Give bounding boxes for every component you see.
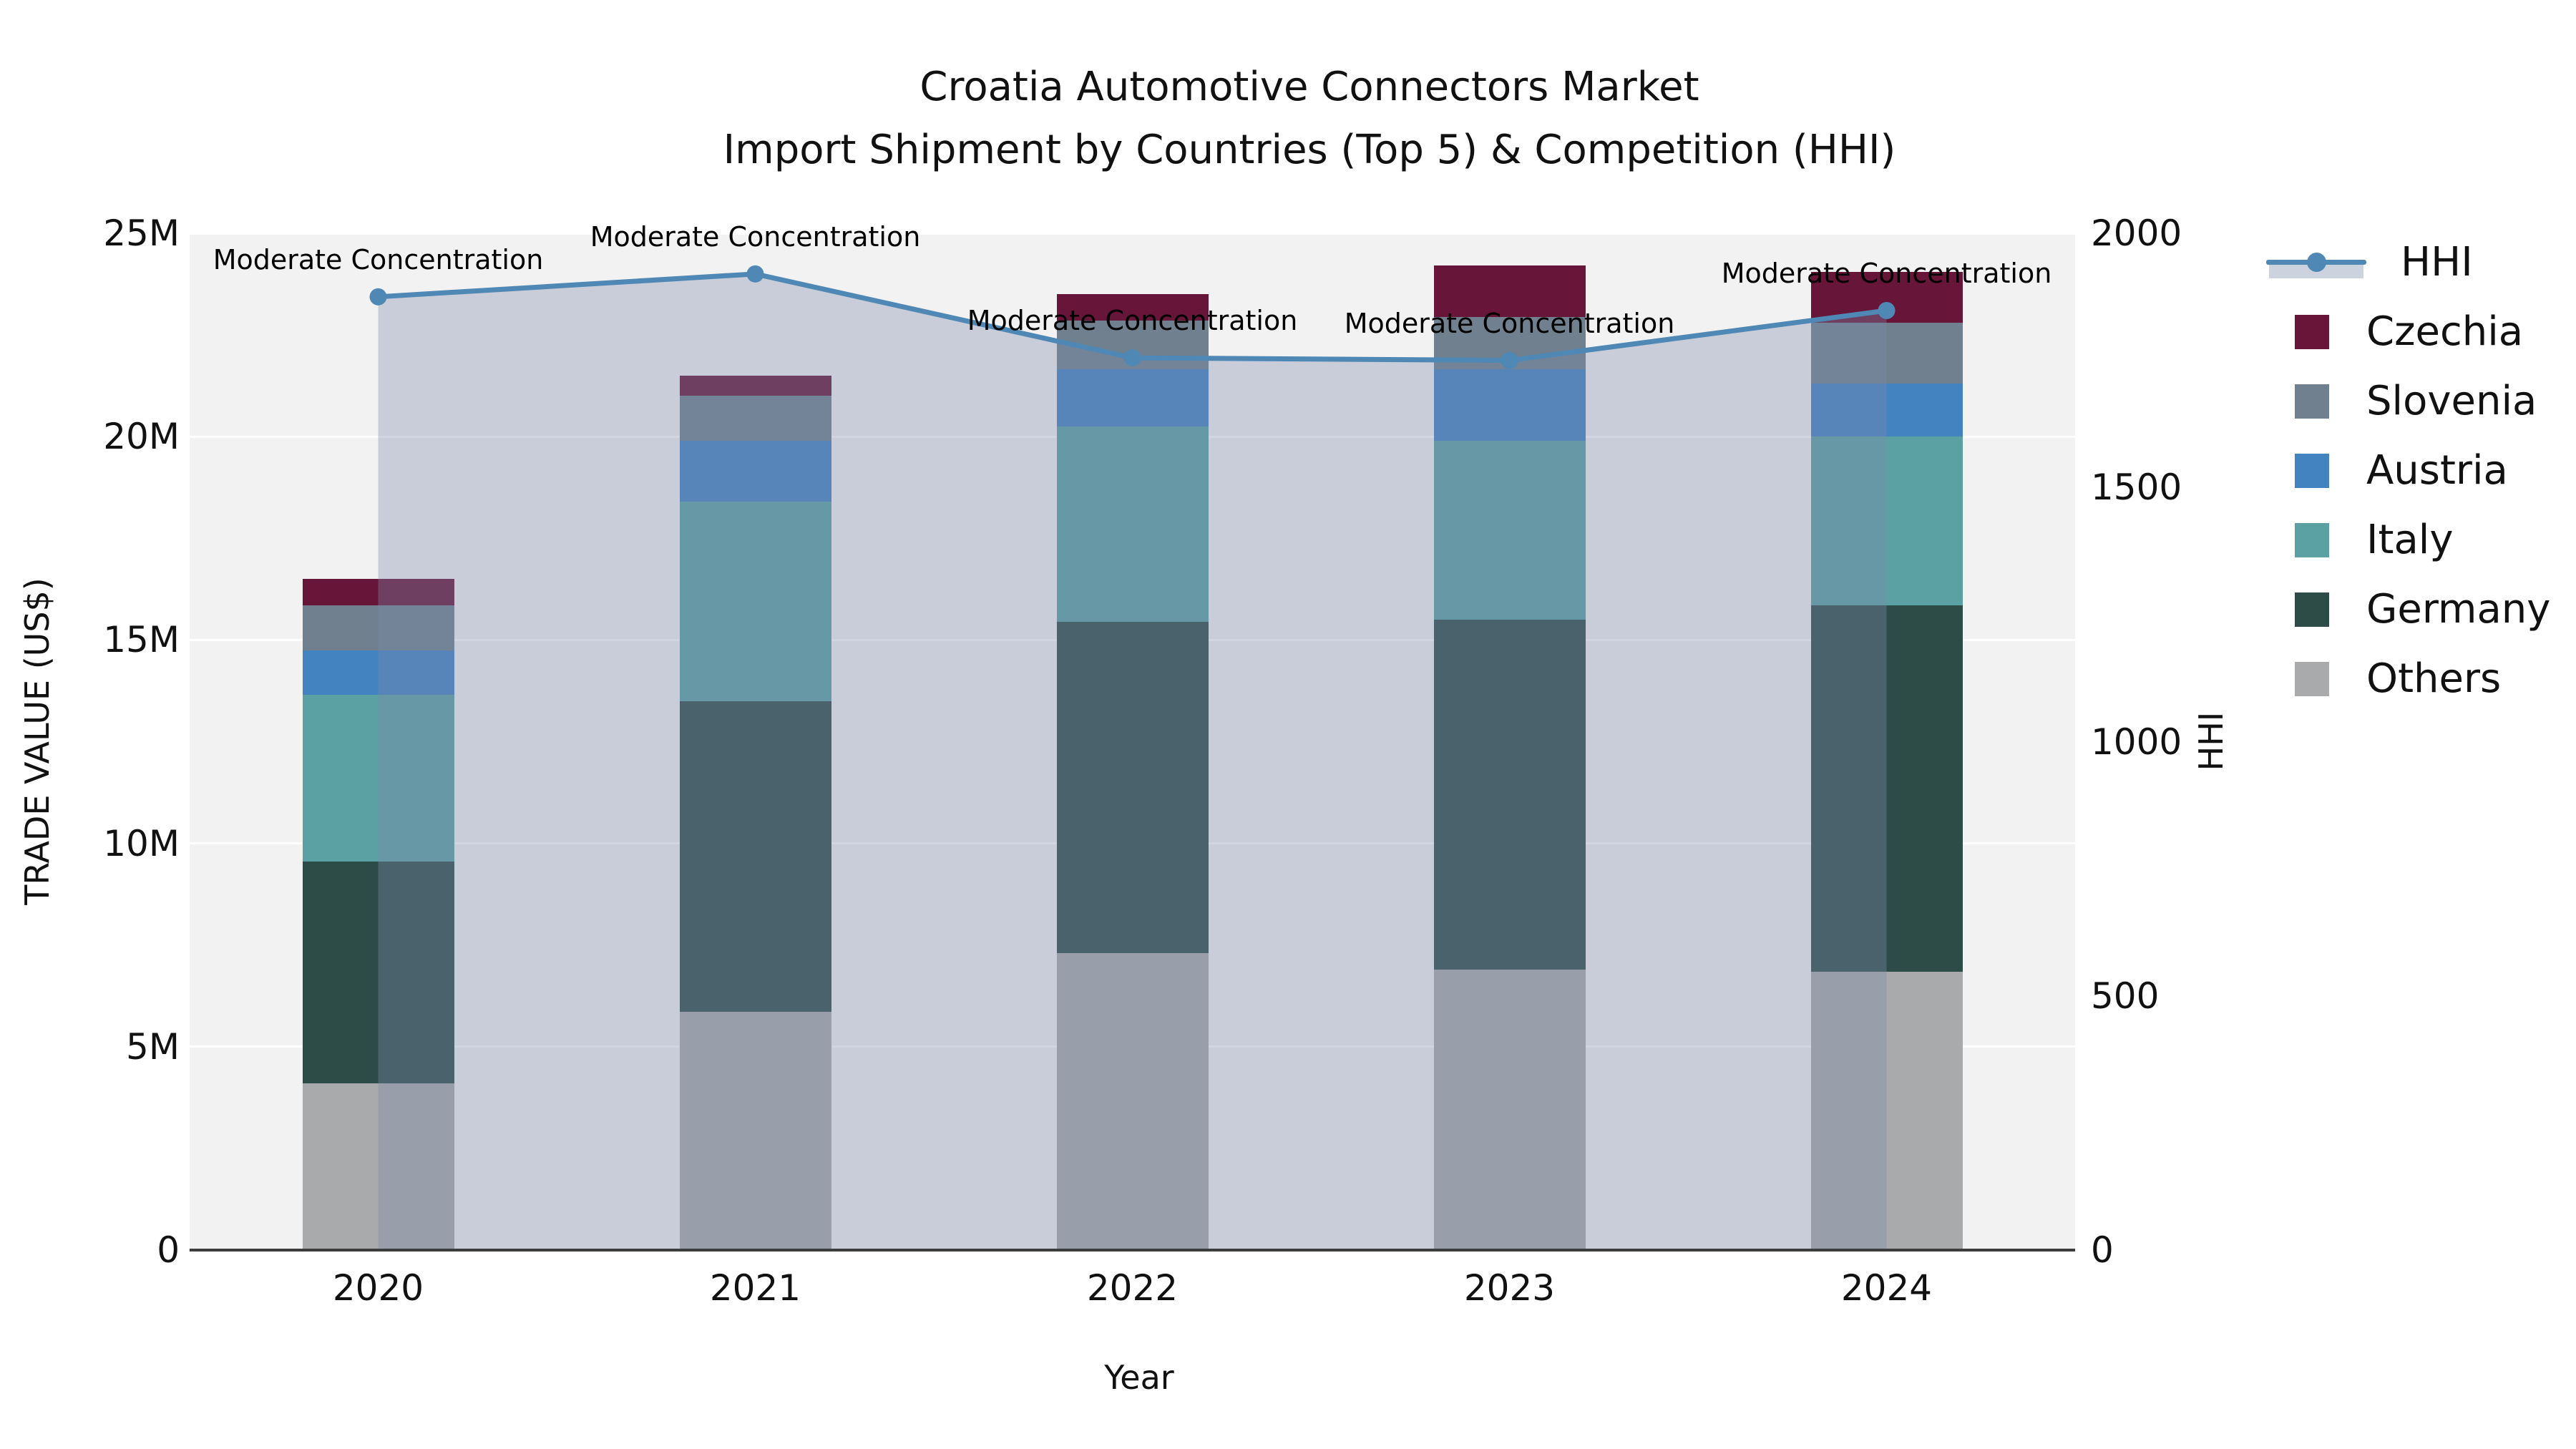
legend-label-czechia: Czechia xyxy=(2366,308,2524,355)
bar-segment-austria-2024[interactable] xyxy=(1810,384,1963,437)
bar-segment-austria-2020[interactable] xyxy=(302,650,454,696)
legend-label-austria: Austria xyxy=(2366,447,2508,494)
bar-segment-germany-2020[interactable] xyxy=(302,862,454,1083)
y-left-tick-10M: 10M xyxy=(103,822,180,864)
bar-segment-germany-2024[interactable] xyxy=(1810,605,1963,972)
x-axis-label: Year xyxy=(1104,1358,1174,1397)
bar-segment-others-2024[interactable] xyxy=(1810,971,1963,1250)
bar-segment-czechia-2020[interactable] xyxy=(302,579,454,606)
plot-area: Moderate Concentration Moderate Concentra… xyxy=(190,221,2075,1252)
bar-segment-germany-2023[interactable] xyxy=(1433,619,1586,970)
bar-segment-others-2021[interactable] xyxy=(679,1012,831,1250)
hhi-marker-2021[interactable] xyxy=(746,265,764,283)
bar-segment-czechia-2021[interactable] xyxy=(679,375,831,396)
chart-title-line2: Import Shipment by Countries (Top 5) & C… xyxy=(723,127,1896,173)
legend-swatch-czechia xyxy=(2295,314,2329,349)
bar-segment-others-2022[interactable] xyxy=(1056,953,1209,1250)
hhi-marker-2020[interactable] xyxy=(369,288,387,306)
bar-segment-slovenia-2020[interactable] xyxy=(302,605,454,650)
legend-swatch-others xyxy=(2295,661,2329,696)
legend-item-germany[interactable]: Germany xyxy=(2265,575,2550,644)
chart-title-line1: Croatia Automotive Connectors Market xyxy=(919,64,1699,110)
y-right-tick-1500: 1500 xyxy=(2091,467,2182,509)
bar-segment-italy-2022[interactable] xyxy=(1056,426,1209,622)
x-axis-spine xyxy=(190,1249,2075,1252)
annotation-2022: Moderate Concentration xyxy=(967,305,1298,337)
bar-segment-italy-2024[interactable] xyxy=(1810,436,1963,606)
legend-label-germany: Germany xyxy=(2366,586,2551,633)
bar-segment-others-2020[interactable] xyxy=(302,1083,454,1250)
legend-label-slovenia: Slovenia xyxy=(2366,378,2537,424)
annotation-2023: Moderate Concentration xyxy=(1344,307,1675,339)
y-left-tick-20M: 20M xyxy=(103,416,180,458)
y-axis-label-right: HHI xyxy=(2192,711,2230,771)
bar-segment-austria-2022[interactable] xyxy=(1056,369,1209,426)
bar-segment-germany-2022[interactable] xyxy=(1056,621,1209,954)
annotation-2020: Moderate Concentration xyxy=(213,243,544,275)
legend-label-italy: Italy xyxy=(2366,517,2454,563)
y-right-tick-1000: 1000 xyxy=(2091,721,2182,763)
legend-swatch-italy xyxy=(2295,522,2329,557)
legend-item-hhi[interactable]: HHI xyxy=(2265,228,2550,297)
bar-segment-italy-2020[interactable] xyxy=(302,695,454,862)
legend-label-others: Others xyxy=(2366,655,2502,702)
bar-segment-italy-2021[interactable] xyxy=(679,502,831,701)
hhi-marker-glyph xyxy=(2307,252,2326,272)
legend-swatch-austria xyxy=(2295,453,2329,488)
y-right-tick-500: 500 xyxy=(2091,975,2160,1017)
legend-label-hhi: HHI xyxy=(2401,239,2473,286)
y-left-tick-15M: 15M xyxy=(103,619,180,661)
bar-segment-germany-2021[interactable] xyxy=(679,701,831,1013)
legend-item-austria[interactable]: Austria xyxy=(2265,436,2550,505)
x-tick-2022: 2022 xyxy=(1086,1267,1179,1309)
gridline xyxy=(190,232,2075,235)
annotation-2024: Moderate Concentration xyxy=(1721,257,2052,289)
y-left-tick-25M: 25M xyxy=(103,213,180,254)
x-tick-2023: 2023 xyxy=(1463,1267,1556,1309)
bar-segment-others-2023[interactable] xyxy=(1433,969,1586,1250)
bar-segment-austria-2023[interactable] xyxy=(1433,369,1586,441)
x-tick-2020: 2020 xyxy=(332,1267,424,1309)
legend-swatch-germany xyxy=(2295,592,2329,627)
annotation-2021: Moderate Concentration xyxy=(590,220,921,253)
y-right-tick-0: 0 xyxy=(2091,1229,2114,1271)
y-left-tick-5M: 5M xyxy=(126,1025,180,1068)
x-tick-2021: 2021 xyxy=(709,1267,801,1309)
y-left-tick-0: 0 xyxy=(157,1229,180,1271)
y-right-tick-2000: 2000 xyxy=(2091,213,2182,254)
bar-segment-austria-2021[interactable] xyxy=(679,440,831,502)
legend-item-italy[interactable]: Italy xyxy=(2265,505,2550,575)
legend-item-others[interactable]: Others xyxy=(2265,644,2550,713)
bar-segment-slovenia-2021[interactable] xyxy=(679,396,831,441)
legend-swatch-slovenia xyxy=(2295,384,2329,419)
legend-item-czechia[interactable]: Czechia xyxy=(2265,297,2550,366)
bar-segment-italy-2023[interactable] xyxy=(1433,440,1586,620)
bar-segment-slovenia-2024[interactable] xyxy=(1810,323,1963,384)
legend-item-slovenia[interactable]: Slovenia xyxy=(2265,366,2550,436)
hhi-legend-swatch-icon xyxy=(2266,245,2366,280)
chart-title: Croatia Automotive Connectors Market Imp… xyxy=(21,56,2576,182)
legend: HHI Czechia Slovenia Austria Italy Germany Oth… xyxy=(2265,228,2550,713)
y-axis-label-left: TRADE VALUE (US$) xyxy=(18,577,57,905)
x-tick-2024: 2024 xyxy=(1840,1267,1933,1309)
